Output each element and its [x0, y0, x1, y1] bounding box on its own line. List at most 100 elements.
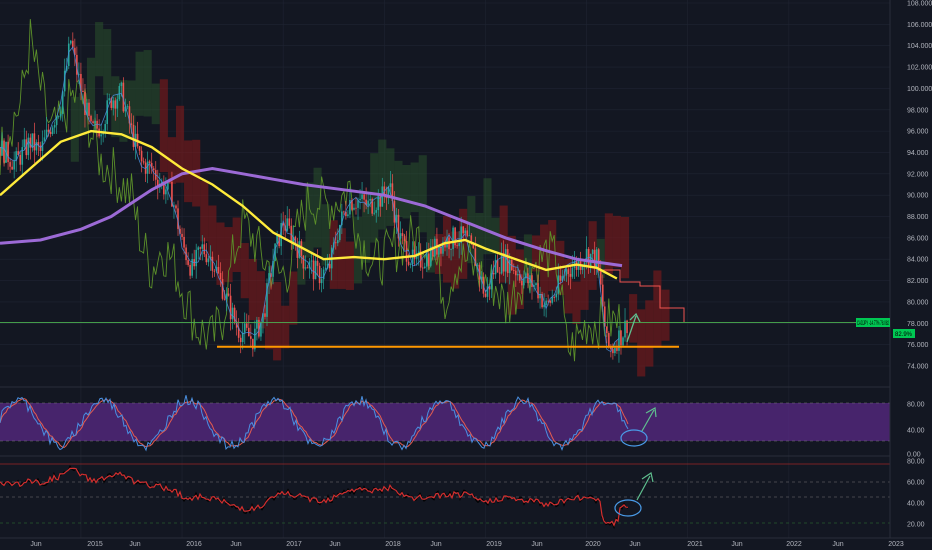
stoch-highlight-circle[interactable]	[620, 429, 648, 447]
candle-body	[112, 100, 115, 108]
candle-body	[355, 207, 357, 209]
candle-body	[61, 91, 64, 114]
up-arrow-main-icon[interactable]	[626, 312, 641, 343]
candle-body	[521, 280, 523, 286]
candle-body	[320, 279, 323, 284]
candle-body	[375, 210, 378, 213]
candle-body	[65, 65, 68, 71]
candle-body	[472, 242, 475, 249]
candle-body	[130, 123, 133, 125]
price-tick-label: 108.000	[907, 1, 932, 8]
candle-body	[19, 154, 22, 165]
candle-body	[17, 151, 20, 155]
candle-body	[349, 199, 351, 215]
rsi-pane[interactable]	[0, 463, 890, 530]
time-tick-label: Jun	[832, 541, 843, 548]
candle-body	[304, 267, 307, 269]
stochastic-pane[interactable]	[0, 395, 890, 452]
stochastic-axis[interactable]: 80.00 40.00 0.00	[907, 402, 925, 459]
lagging-span-path	[0, 19, 622, 362]
candle-body	[397, 214, 400, 239]
candle-body	[322, 269, 325, 280]
candle-body	[614, 348, 616, 354]
candle-body	[541, 293, 543, 308]
candle-body	[268, 273, 270, 284]
candle-body	[490, 272, 493, 290]
symbol-price-tag[interactable]: CADJPY -14.77% 78.082	[856, 318, 890, 327]
candle-body	[492, 272, 495, 275]
candle-body	[177, 208, 179, 229]
candle-body	[106, 100, 109, 125]
price-tick-label: 86.000	[907, 235, 929, 242]
candle-body	[179, 228, 181, 234]
cloud-segment	[159, 79, 168, 173]
candle-body	[328, 264, 331, 269]
candle-body	[260, 321, 262, 337]
candle-body	[138, 146, 141, 151]
cloud-segment	[135, 51, 144, 116]
secondary-price-tag[interactable]: 82.9%	[893, 329, 915, 338]
candle-body	[116, 99, 119, 109]
candle-body	[3, 140, 5, 163]
candle-body	[13, 160, 15, 170]
candle-body	[452, 227, 454, 250]
cloud-segment	[264, 282, 274, 350]
cloud-segment	[313, 167, 322, 248]
cloud-segment	[305, 182, 314, 258]
candle-body	[379, 195, 382, 207]
candle-body	[559, 275, 562, 281]
candle-body	[247, 327, 250, 337]
time-axis[interactable]: Jun 2015 Jun 2016 Jun 2017 Jun 2018 Jun 2019 Jun 20…	[30, 541, 904, 548]
candle-body	[250, 336, 252, 339]
candle-body	[74, 47, 76, 55]
time-tick-label: Jun	[230, 541, 241, 548]
candle-body	[500, 252, 503, 274]
candle-body	[31, 133, 34, 148]
candle-body	[156, 179, 159, 188]
candle-body	[417, 251, 420, 254]
stochastic-k-line	[0, 395, 629, 452]
up-arrow-stoch-icon[interactable]	[641, 407, 657, 432]
cloud-segment	[95, 22, 104, 77]
candle-body	[593, 249, 596, 268]
candle-body	[599, 270, 602, 285]
cloud-segment	[564, 259, 573, 314]
cloud-segment	[200, 180, 209, 242]
candle-body	[128, 106, 131, 124]
price-axis[interactable]: 108.000 106.000 104.000 102.000 100.000 98.00…	[907, 1, 932, 371]
symbol-tag-label: CADJPY -14.77% 78.082	[857, 321, 889, 327]
candle-body	[395, 214, 398, 223]
rsi-axis[interactable]: 80.00 60.00 40.00 20.00	[907, 459, 925, 529]
rsi-highlight-circle[interactable]	[614, 499, 642, 517]
cloud-segment	[362, 202, 371, 263]
candle-body	[72, 40, 74, 48]
candle-body	[69, 40, 72, 44]
candle-body	[371, 198, 373, 214]
candle-body	[480, 276, 483, 280]
candle-body	[458, 243, 460, 247]
candle-body	[258, 319, 260, 337]
stoch-tick-label: 80.00	[907, 402, 925, 409]
candle-body	[517, 274, 519, 276]
time-tick-label: 2016	[186, 541, 202, 548]
candle-body	[470, 235, 473, 243]
cloud-segment	[192, 139, 201, 207]
main-pane[interactable]	[0, 0, 891, 538]
cloud-segment	[572, 281, 581, 324]
candle-body	[334, 242, 337, 244]
candle-body	[92, 121, 94, 124]
secondary-tag-label: 82.9%	[895, 332, 913, 338]
up-arrow-rsi-icon[interactable]	[636, 472, 654, 501]
candle-body	[15, 151, 17, 161]
rsi-tick-label: 60.00	[907, 480, 925, 487]
cloud-segment	[78, 93, 87, 136]
secondary-tag-bg	[893, 329, 915, 338]
candle-body	[272, 260, 274, 277]
cloud-segment	[418, 155, 427, 233]
time-tick-label: 2022	[786, 541, 802, 548]
time-tick-label: 2018	[385, 541, 401, 548]
candle-body	[276, 234, 278, 244]
candle-body	[591, 249, 594, 255]
